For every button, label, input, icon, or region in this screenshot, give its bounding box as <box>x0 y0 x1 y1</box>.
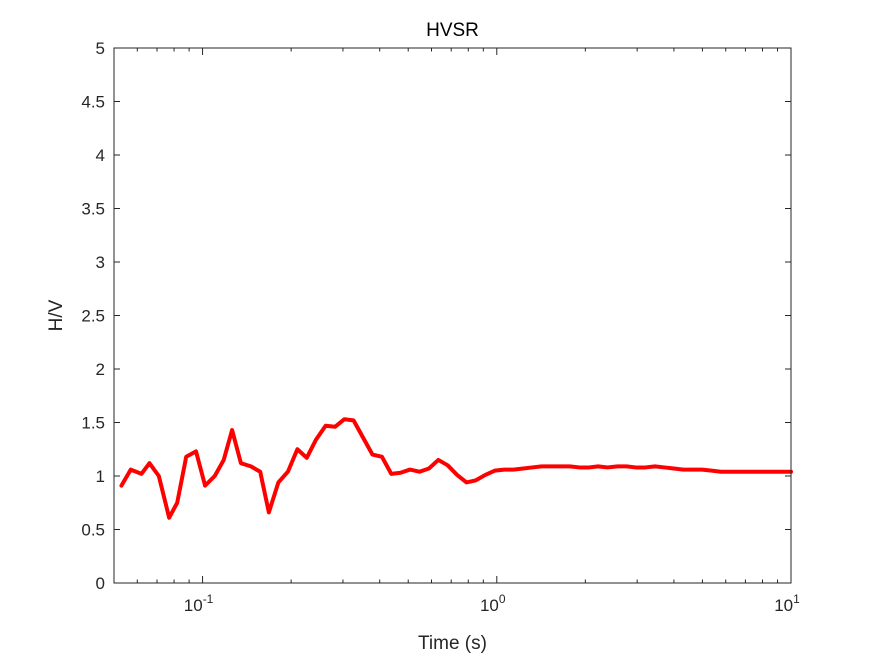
y-axis-label: H/V <box>46 299 67 331</box>
y-tick-label: 0 <box>96 574 105 593</box>
hvsr-series-line <box>119 417 793 520</box>
plot-frame <box>113 47 792 584</box>
y-tick-label: 4.5 <box>81 93 105 112</box>
y-ticks: 0 0.5 1 1.5 2 2.5 3 3.5 4 4.5 5 <box>81 39 791 593</box>
y-tick-label: 1 <box>96 467 105 486</box>
y-tick-label: 3.5 <box>81 200 105 219</box>
y-tick-label: 4 <box>96 146 105 165</box>
y-tick-label: 2.5 <box>81 307 105 326</box>
x-axis-label: Time (s) <box>418 633 487 654</box>
x-tick-label: 101 <box>774 592 800 615</box>
x-tick-label: 100 <box>480 592 506 615</box>
y-tick-label: 2 <box>96 360 105 379</box>
x-tick-label: 10-1 <box>184 592 214 615</box>
y-tick-label: 3 <box>96 253 105 272</box>
y-tick-label: 1.5 <box>81 414 105 433</box>
chart-title: HVSR <box>426 20 479 41</box>
x-ticks: 10-1 100 101 <box>136 48 800 615</box>
plot-area <box>114 48 791 583</box>
y-tick-label: 5 <box>96 39 105 58</box>
y-tick-label: 0.5 <box>81 521 105 540</box>
